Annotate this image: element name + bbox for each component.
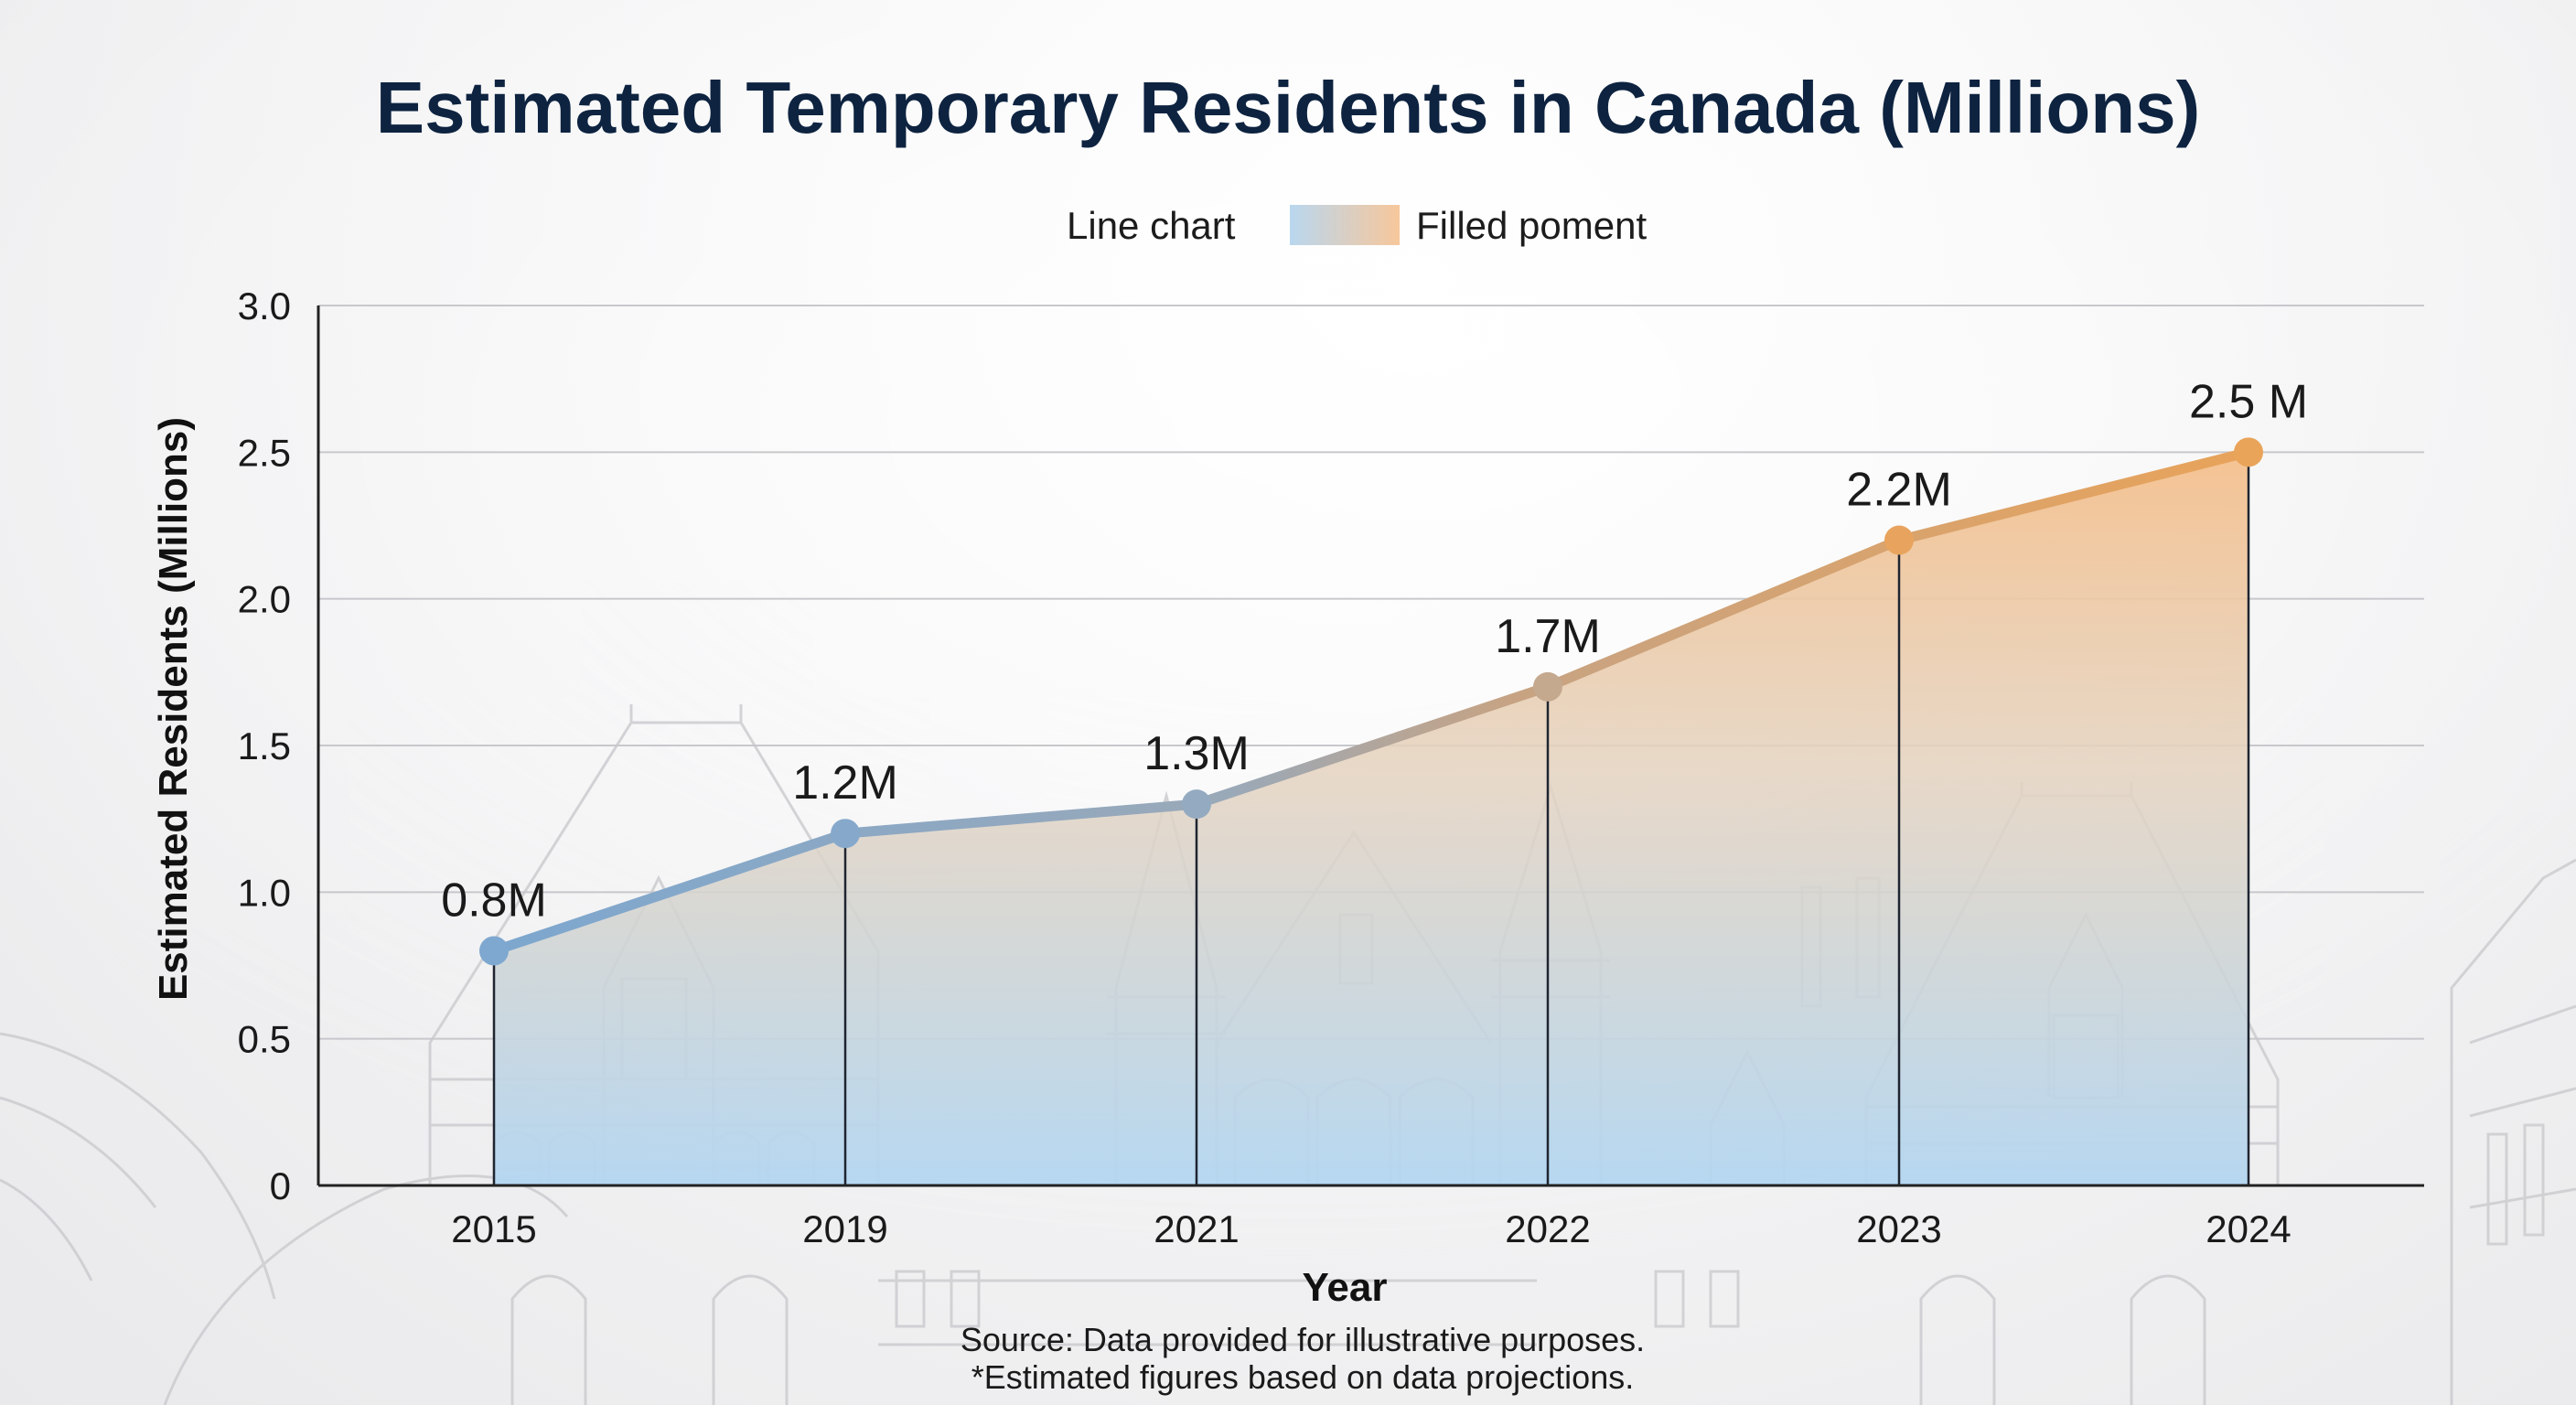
- estimate-note: *Estimated figures based on data project…: [971, 1358, 1634, 1396]
- x-tick-label: 2022: [1505, 1207, 1590, 1250]
- x-tick-label: 2019: [802, 1207, 887, 1250]
- source-note: Source: Data provided for illustrative p…: [961, 1321, 1645, 1358]
- data-label: 0.8M: [441, 874, 547, 927]
- data-point: [1884, 525, 1914, 555]
- data-label: 1.7M: [1495, 610, 1601, 663]
- y-tick-label: 1.0: [238, 871, 291, 914]
- legend-label-line: Line chart: [1067, 204, 1236, 247]
- x-tick-label: 2015: [451, 1207, 536, 1250]
- series-line: [488, 446, 2254, 956]
- legend-area-swatch: [1290, 205, 1400, 245]
- y-tick-label: 0: [270, 1164, 291, 1207]
- data-points: [479, 437, 2263, 966]
- data-point: [479, 936, 509, 966]
- x-tick-label: 2024: [2206, 1207, 2291, 1250]
- x-tick-label: 2023: [1856, 1207, 1941, 1250]
- data-point: [831, 819, 860, 849]
- drop-lines: [492, 452, 2250, 1185]
- legend-label-area: Filled poment: [1416, 204, 1647, 247]
- data-line: [488, 446, 2254, 956]
- data-label: 1.3M: [1143, 727, 1250, 780]
- y-tick-label: 1.5: [238, 724, 291, 767]
- data-label: 2.2M: [1846, 464, 1952, 517]
- y-tick-label: 0.5: [238, 1018, 291, 1061]
- data-label: 1.2M: [792, 756, 898, 810]
- y-tick-label: 2.5: [238, 431, 291, 474]
- data-point: [1533, 671, 1562, 702]
- data-point: [1182, 789, 1211, 820]
- y-tick-labels: 0 0.5 1.0 1.5 2.0 2.5 3.0: [238, 284, 291, 1207]
- chart-title: Estimated Temporary Residents in Canada …: [376, 67, 2201, 148]
- data-labels: 0.8M 1.2M 1.3M 1.7M 2.2M 2.5 M: [441, 375, 2308, 927]
- legend: Line chart Filled poment: [928, 204, 1647, 247]
- x-tick-labels: 2015 2019 2021 2022 2023 2024: [451, 1207, 2291, 1250]
- y-axis-title: Estimated Residents (Millions): [151, 417, 196, 1001]
- y-tick-label: 3.0: [238, 284, 291, 327]
- y-tick-label: 2.0: [238, 578, 291, 621]
- data-label: 2.5 M: [2189, 375, 2308, 428]
- axes: [317, 306, 2424, 1187]
- filled-area: [494, 452, 2249, 1185]
- x-tick-label: 2021: [1154, 1207, 1239, 1250]
- data-point: [2234, 437, 2263, 467]
- x-axis-title: Year: [1303, 1265, 1388, 1310]
- area-fill: [494, 452, 2249, 1185]
